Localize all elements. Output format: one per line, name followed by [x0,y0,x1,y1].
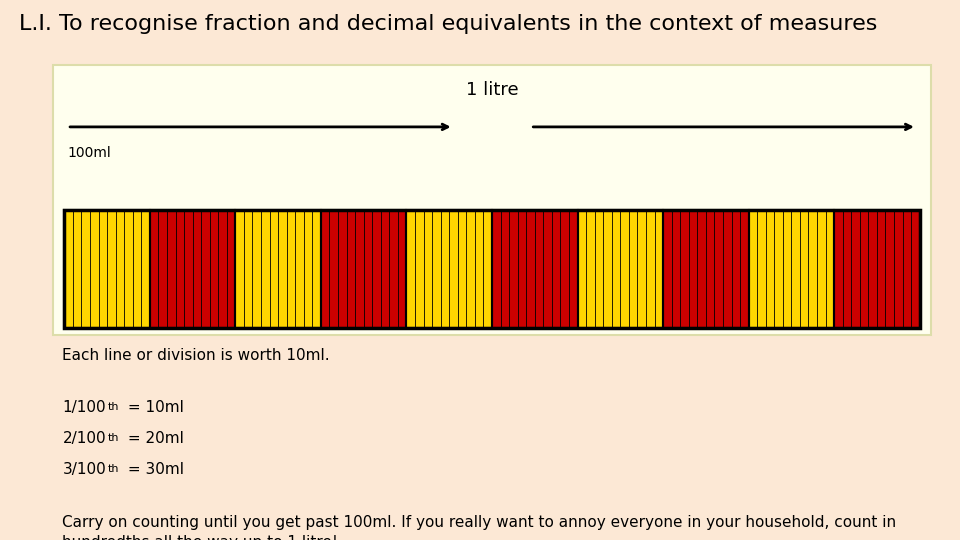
Bar [53,65,931,335]
Text: Carry on counting until you get past 100ml. If you really want to annoy everyone: Carry on counting until you get past 100… [62,515,897,540]
Bar [663,210,749,328]
Text: 2/100: 2/100 [62,431,106,446]
Bar [235,210,321,328]
Bar [492,210,578,328]
Text: = 30ml: = 30ml [123,462,184,477]
Text: = 10ml: = 10ml [123,400,183,415]
Bar [663,210,749,328]
Bar [749,210,834,328]
Bar [406,210,492,328]
Text: 3/100: 3/100 [62,462,107,477]
Bar [321,210,406,328]
Text: 1/100: 1/100 [62,400,106,415]
Bar [578,210,663,328]
Text: th: th [108,402,119,412]
Text: Each line or division is worth 10ml.: Each line or division is worth 10ml. [62,348,330,363]
Text: 100ml: 100ml [67,146,111,160]
Text: L.I. To recognise fraction and decimal equivalents in the context of measures: L.I. To recognise fraction and decimal e… [19,14,877,33]
Bar [834,210,920,328]
Bar [235,210,321,328]
Bar [150,210,235,328]
Bar [492,210,578,328]
Bar [150,210,235,328]
Text: 1 litre: 1 litre [466,81,518,99]
Bar [64,210,150,328]
Text: = 20ml: = 20ml [123,431,183,446]
Bar [578,210,663,328]
Bar [64,210,150,328]
Text: th: th [108,464,119,475]
Bar [749,210,834,328]
Bar [64,210,920,328]
Bar [406,210,492,328]
Bar [321,210,406,328]
Text: th: th [108,433,119,443]
Bar [834,210,920,328]
